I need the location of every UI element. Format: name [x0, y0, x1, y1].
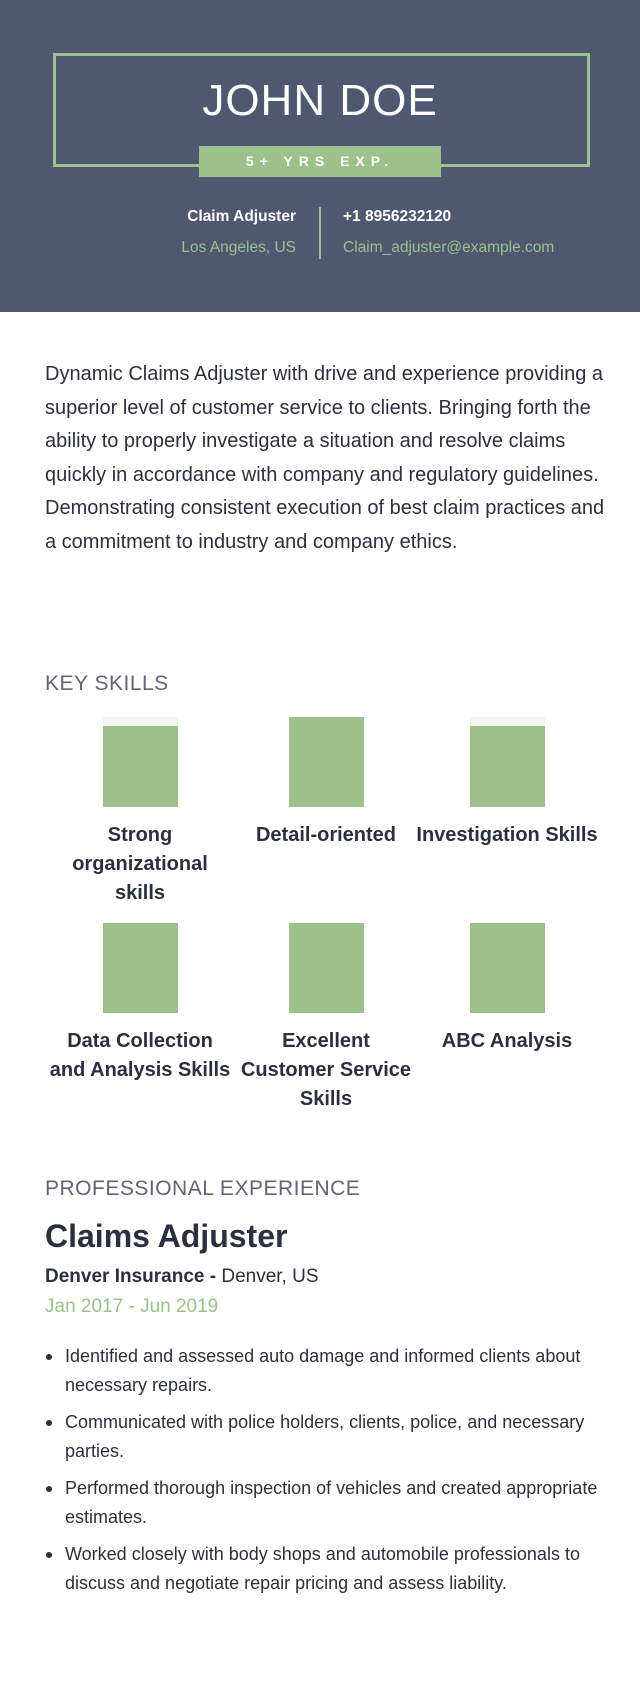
candidate-name: JOHN DOE — [202, 76, 438, 125]
skill-item: Detail-oriented — [231, 717, 421, 850]
bullet-text: Communicated with police holders, client… — [65, 1412, 585, 1461]
company-name: Denver Insurance - — [45, 1266, 217, 1287]
skill-item: Strong organizational skills — [45, 717, 235, 908]
skill-level-bar — [469, 923, 545, 1013]
email-link[interactable]: Claim_adjuster@example.com — [343, 239, 555, 256]
bullet-icon — [46, 1486, 52, 1492]
skill-label: ABC Analysis — [441, 1030, 573, 1052]
job-title: Claim Adjuster — [187, 208, 296, 225]
list-item: Worked closely with body shops and autom… — [45, 1540, 605, 1598]
bullet-text: Worked closely with body shops and autom… — [65, 1544, 580, 1593]
skill-label: Strong organizational skills — [72, 824, 208, 904]
job-position: Claims Adjuster — [45, 1218, 288, 1254]
skill-label: Detail-oriented — [255, 824, 397, 846]
job-company-line: Denver Insurance - Denver, US — [45, 1266, 319, 1288]
company-location: Denver, US — [216, 1266, 319, 1287]
skill-label: Data Collection and Analysis Skills — [49, 1030, 231, 1081]
skill-item: Investigation Skills — [412, 717, 602, 850]
list-item: Identified and assessed auto damage and … — [45, 1342, 605, 1400]
skill-item: Data Collection and Analysis Skills — [45, 923, 235, 1085]
section-title-experience: PROFESSIONAL EXPERIENCE — [45, 1177, 361, 1200]
skill-item: Excellent Customer Service Skills — [231, 923, 421, 1114]
bullet-text: Identified and assessed auto damage and … — [65, 1346, 581, 1395]
list-item: Communicated with police holders, client… — [45, 1408, 605, 1466]
skill-item: ABC Analysis — [412, 923, 602, 1056]
skill-level-bar — [102, 717, 178, 807]
section-title-skills: KEY SKILLS — [45, 672, 169, 695]
skill-level-bar — [288, 717, 364, 807]
summary: Dynamic Claims Adjuster with drive and e… — [45, 363, 605, 553]
resume-header: JOHN DOE 5+ YRS EXP. Claim Adjuster Los … — [0, 0, 640, 312]
skill-level-bar — [288, 923, 364, 1013]
list-item: Performed thorough inspection of vehicle… — [45, 1474, 605, 1532]
job-dates: Jan 2017 - Jun 2019 — [45, 1296, 219, 1317]
skill-level-bar — [469, 717, 545, 807]
skill-level-bar — [102, 923, 178, 1013]
location: Los Angeles, US — [181, 239, 296, 256]
job-bullets: Identified and assessed auto damage and … — [45, 1342, 605, 1606]
bullet-icon — [46, 1552, 52, 1558]
experience-badge: 5+ YRS EXP. — [199, 146, 441, 177]
skill-label: Investigation Skills — [416, 824, 598, 846]
skill-label: Excellent Customer Service Skills — [240, 1030, 412, 1110]
bullet-icon — [46, 1354, 52, 1360]
bullet-icon — [46, 1420, 52, 1426]
bullet-text: Performed thorough inspection of vehicle… — [65, 1478, 598, 1527]
phone: +1 8956232120 — [343, 208, 452, 225]
contact-divider — [319, 207, 321, 259]
